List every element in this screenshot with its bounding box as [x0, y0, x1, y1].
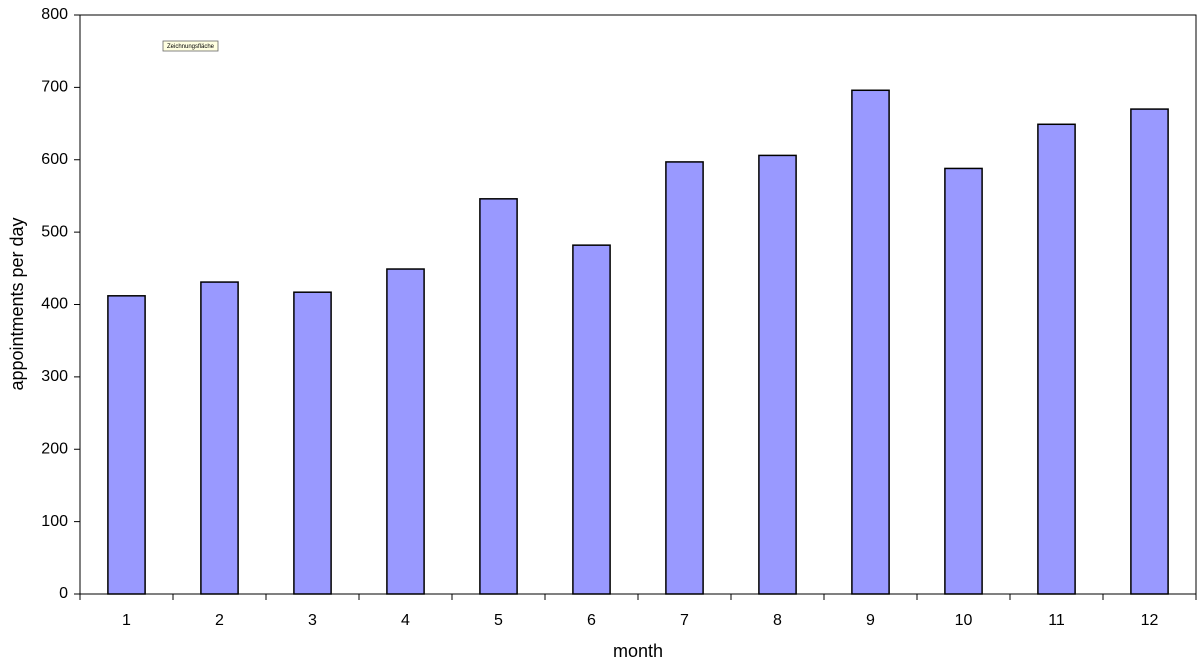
bar [386, 268, 425, 595]
x-tick-label: 4 [401, 612, 410, 629]
tooltip-text: Zeichnungsfläche [167, 44, 215, 50]
x-tick-label: 2 [215, 612, 224, 629]
bar [479, 198, 518, 595]
bar [944, 167, 983, 595]
bar [758, 154, 797, 595]
y-tick-label: 600 [41, 151, 68, 168]
bar [1037, 123, 1076, 595]
x-tick-label: 12 [1141, 612, 1159, 629]
x-tick-label: 11 [1048, 612, 1065, 629]
bar [200, 281, 239, 595]
x-tick-label: 5 [494, 612, 503, 629]
x-tick-label: 3 [308, 612, 317, 629]
y-tick-label: 400 [41, 296, 68, 313]
x-tick-label: 7 [680, 612, 689, 629]
tooltip-box [162, 40, 219, 52]
bar [1130, 108, 1169, 595]
y-tick-label: 0 [59, 585, 68, 602]
y-tick-label: 800 [41, 6, 68, 23]
y-tick-label: 100 [41, 513, 68, 530]
bar [851, 89, 890, 595]
y-tick-label: 700 [41, 79, 68, 96]
bar [293, 291, 332, 595]
x-tick-label: 9 [866, 612, 875, 629]
bar [107, 295, 146, 595]
x-tick-label: 8 [773, 612, 782, 629]
y-axis-label: appointments per day [7, 217, 27, 390]
y-tick-label: 300 [41, 368, 68, 385]
bar [665, 161, 704, 595]
y-tick-label: 200 [41, 440, 68, 457]
x-tick-label: 1 [122, 612, 131, 629]
x-tick-label: 10 [955, 612, 973, 629]
bar [572, 244, 611, 595]
plot-area [79, 14, 1197, 595]
x-axis-label: month [613, 641, 663, 661]
y-tick-label: 500 [41, 223, 68, 240]
x-tick-label: 6 [587, 612, 596, 629]
